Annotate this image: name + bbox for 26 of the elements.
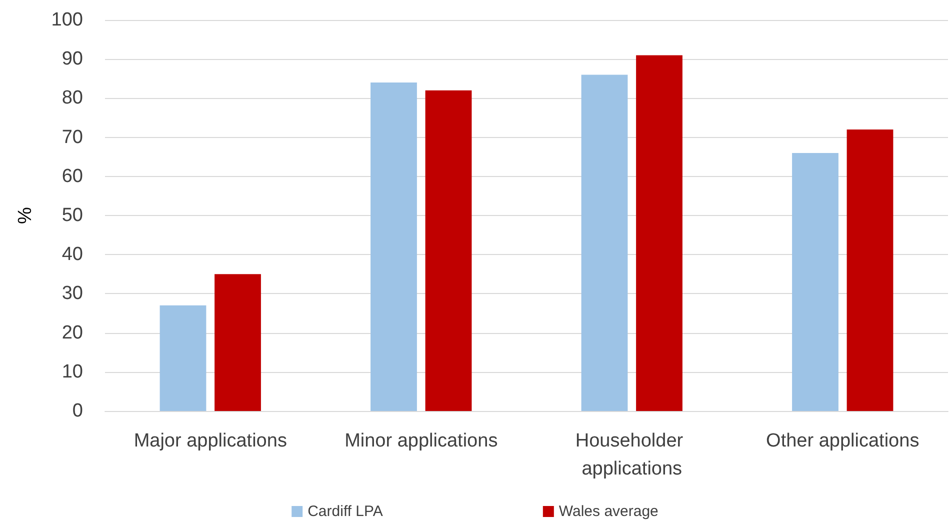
y-tick-label: 90 <box>62 48 83 70</box>
bar <box>581 74 628 411</box>
y-tick-label: 60 <box>62 166 83 187</box>
y-tick-label: 10 <box>62 361 83 382</box>
y-tick-label: 20 <box>62 322 83 344</box>
y-axis-title: % <box>15 206 36 224</box>
bar <box>846 129 894 411</box>
x-tick-label: Other applications <box>766 430 920 452</box>
y-tick-label: 70 <box>62 126 83 148</box>
x-tick-label: Minor applications <box>344 430 498 452</box>
y-tick-label: 40 <box>62 244 83 266</box>
y-tick-label: 50 <box>62 205 83 226</box>
y-tick-label: 30 <box>62 283 83 304</box>
legend-label: Wales average <box>558 503 658 520</box>
legend-label: Cardiff LPA <box>308 503 383 520</box>
x-tick-label: Major applications <box>134 430 287 452</box>
y-tick-label: 100 <box>51 10 83 30</box>
bar <box>792 152 838 411</box>
y-tick-label: 0 <box>72 400 83 422</box>
bar <box>160 305 206 411</box>
x-tick-label: Householder applications <box>575 430 688 480</box>
bar <box>214 274 261 411</box>
bar <box>370 82 417 411</box>
bar <box>636 55 682 411</box>
bar <box>425 90 472 411</box>
y-tick-label: 80 <box>62 88 83 109</box>
